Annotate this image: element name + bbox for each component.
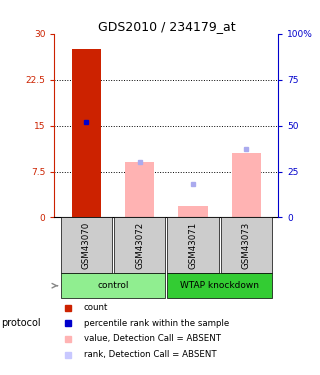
Text: WTAP knockdown: WTAP knockdown (180, 281, 259, 290)
Bar (61, 273, 165, 298)
Text: rank, Detection Call = ABSENT: rank, Detection Call = ABSENT (84, 350, 216, 359)
Bar (221, 217, 272, 273)
Text: GSM43071: GSM43071 (188, 222, 197, 269)
Text: percentile rank within the sample: percentile rank within the sample (84, 319, 229, 328)
Bar (125, 162, 154, 218)
Bar (167, 273, 272, 298)
Text: control: control (97, 281, 129, 290)
Bar (232, 153, 261, 218)
Text: value, Detection Call = ABSENT: value, Detection Call = ABSENT (84, 334, 220, 344)
Text: GSM43070: GSM43070 (82, 222, 91, 269)
Bar (179, 206, 208, 218)
Bar (167, 217, 219, 273)
Bar (61, 217, 112, 273)
Title: GDS2010 / 234179_at: GDS2010 / 234179_at (98, 20, 235, 33)
Text: GSM43072: GSM43072 (135, 222, 144, 269)
Text: count: count (84, 303, 108, 312)
Bar (114, 217, 165, 273)
Text: protocol: protocol (2, 318, 41, 328)
Bar (72, 49, 101, 217)
Text: GSM43073: GSM43073 (242, 222, 251, 269)
